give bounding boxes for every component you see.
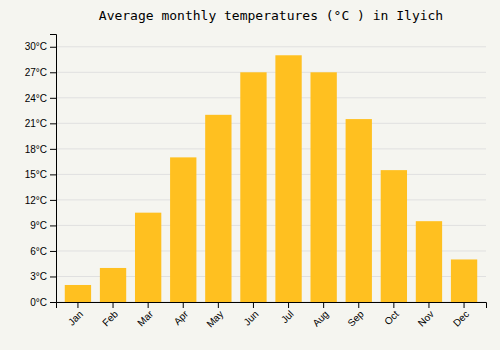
- y-tick-label: 6°C: [30, 246, 47, 257]
- x-tick-label: Jul: [279, 308, 296, 325]
- y-tick-mark: [50, 276, 56, 277]
- x-axis-line: [57, 303, 487, 309]
- plot-area: 0°C 3°C 6°C 9°C 12°C 15°C 18°C 21°C 24°C 27°C 30°C…: [25, 35, 487, 330]
- chart-container: 0°C 3°C 6°C 9°C 12°C 15°C 18°C 21°C 24°C 27°C 30°C…: [0, 0, 500, 350]
- bar: [205, 115, 231, 302]
- x-tick-mark: [113, 302, 114, 308]
- y-tick-mark: [50, 72, 56, 73]
- x-axis: Jan Feb Mar Apr May Jun Jul Aug Sep Oct Nov Dec: [57, 302, 487, 330]
- y-tick-mark: [50, 251, 56, 252]
- y-tick-mark: [50, 225, 56, 226]
- x-tick: Feb: [100, 302, 120, 328]
- grid-line: [56, 199, 486, 200]
- x-tick-label: May: [204, 308, 225, 329]
- x-tick-label: Mar: [135, 308, 155, 328]
- grid: [56, 47, 486, 302]
- chart-svg: 0°C 3°C 6°C 9°C 12°C 15°C 18°C 21°C 24°C 27°C 30°C…: [0, 0, 500, 350]
- bar: [451, 259, 477, 302]
- y-tick-mark: [50, 149, 56, 150]
- bar: [100, 268, 126, 302]
- x-tick-label: Oct: [382, 308, 401, 327]
- y-tick-mark: [50, 302, 56, 303]
- y-tick-label: 9°C: [30, 220, 47, 231]
- x-tick-label: Dec: [451, 308, 471, 328]
- y-axis: 0°C 3°C 6°C 9°C 12°C 15°C 18°C 21°C 24°C 27°C 30°C: [25, 35, 57, 308]
- y-tick: 18°C: [25, 144, 56, 155]
- grid-line: [56, 174, 486, 175]
- y-tick-label: 12°C: [25, 195, 47, 206]
- x-tick: Oct: [382, 302, 401, 327]
- y-tick: 3°C: [30, 271, 56, 282]
- x-tick-label: Jun: [241, 308, 260, 327]
- x-tick-label: Aug: [310, 308, 330, 328]
- x-tick-label: Apr: [172, 308, 191, 327]
- y-tick-mark: [50, 200, 56, 201]
- grid-line: [56, 97, 486, 98]
- y-tick: 30°C: [25, 41, 56, 52]
- x-tick-label: Nov: [416, 308, 436, 328]
- x-tick: Apr: [172, 302, 191, 327]
- y-tick-label: 15°C: [25, 169, 47, 180]
- y-tick-label: 21°C: [25, 118, 47, 129]
- x-tick: Sep: [345, 302, 366, 329]
- x-tick-label: Sep: [345, 308, 366, 329]
- bar: [416, 221, 442, 302]
- x-tick-mark: [323, 302, 324, 308]
- bar: [275, 55, 301, 302]
- bars: [65, 55, 477, 302]
- y-tick-label: 30°C: [25, 41, 47, 52]
- x-tick-mark: [288, 302, 289, 308]
- x-tick: Mar: [135, 302, 155, 328]
- grid-line: [56, 123, 486, 124]
- x-tick: Nov: [416, 302, 436, 329]
- x-tick-mark: [77, 302, 78, 308]
- y-tick-label: 18°C: [25, 144, 47, 155]
- y-tick-mark: [50, 47, 56, 48]
- bar: [135, 213, 161, 302]
- y-tick: 6°C: [30, 246, 56, 257]
- grid-line: [56, 72, 486, 73]
- x-tick: Jul: [279, 302, 296, 325]
- x-tick-mark: [358, 302, 359, 308]
- y-tick: 27°C: [25, 67, 56, 78]
- x-tick-mark: [253, 302, 254, 308]
- bar: [65, 285, 91, 302]
- y-tick: 9°C: [30, 220, 56, 231]
- x-tick-mark: [183, 302, 184, 308]
- x-tick: Aug: [310, 302, 330, 329]
- y-axis-line: [50, 35, 57, 303]
- y-tick-mark: [50, 98, 56, 99]
- y-tick-label: 0°C: [30, 297, 47, 308]
- bar: [170, 157, 196, 302]
- x-tick-label: Feb: [100, 308, 120, 328]
- grid-line: [56, 46, 486, 47]
- bar: [310, 72, 336, 302]
- bar: [240, 72, 266, 302]
- x-tick: Jan: [66, 302, 85, 328]
- x-tick: May: [204, 302, 225, 330]
- y-tick-mark: [50, 174, 56, 175]
- y-tick: 12°C: [25, 195, 56, 206]
- y-tick: 21°C: [25, 118, 56, 129]
- title: Average monthly temperatures (°C ) in Il…: [99, 8, 443, 23]
- x-tick-mark: [148, 302, 149, 308]
- y-tick-label: 27°C: [25, 67, 47, 78]
- bar: [346, 119, 372, 302]
- x-tick-mark: [218, 302, 219, 308]
- x-tick-label: Jan: [66, 308, 85, 327]
- x-tick-mark: [464, 302, 465, 308]
- grid-line: [56, 148, 486, 149]
- y-tick-label: 24°C: [25, 93, 47, 104]
- y-tick: 15°C: [25, 169, 56, 180]
- y-tick: 24°C: [25, 93, 56, 104]
- x-tick-mark: [428, 302, 429, 308]
- x-tick-mark: [393, 302, 394, 308]
- y-tick-mark: [50, 123, 56, 124]
- x-tick: Jun: [241, 302, 260, 328]
- x-tick: Dec: [451, 302, 471, 329]
- bar: [381, 170, 407, 302]
- y-tick-label: 3°C: [30, 271, 47, 282]
- y-tick: 0°C: [30, 297, 56, 308]
